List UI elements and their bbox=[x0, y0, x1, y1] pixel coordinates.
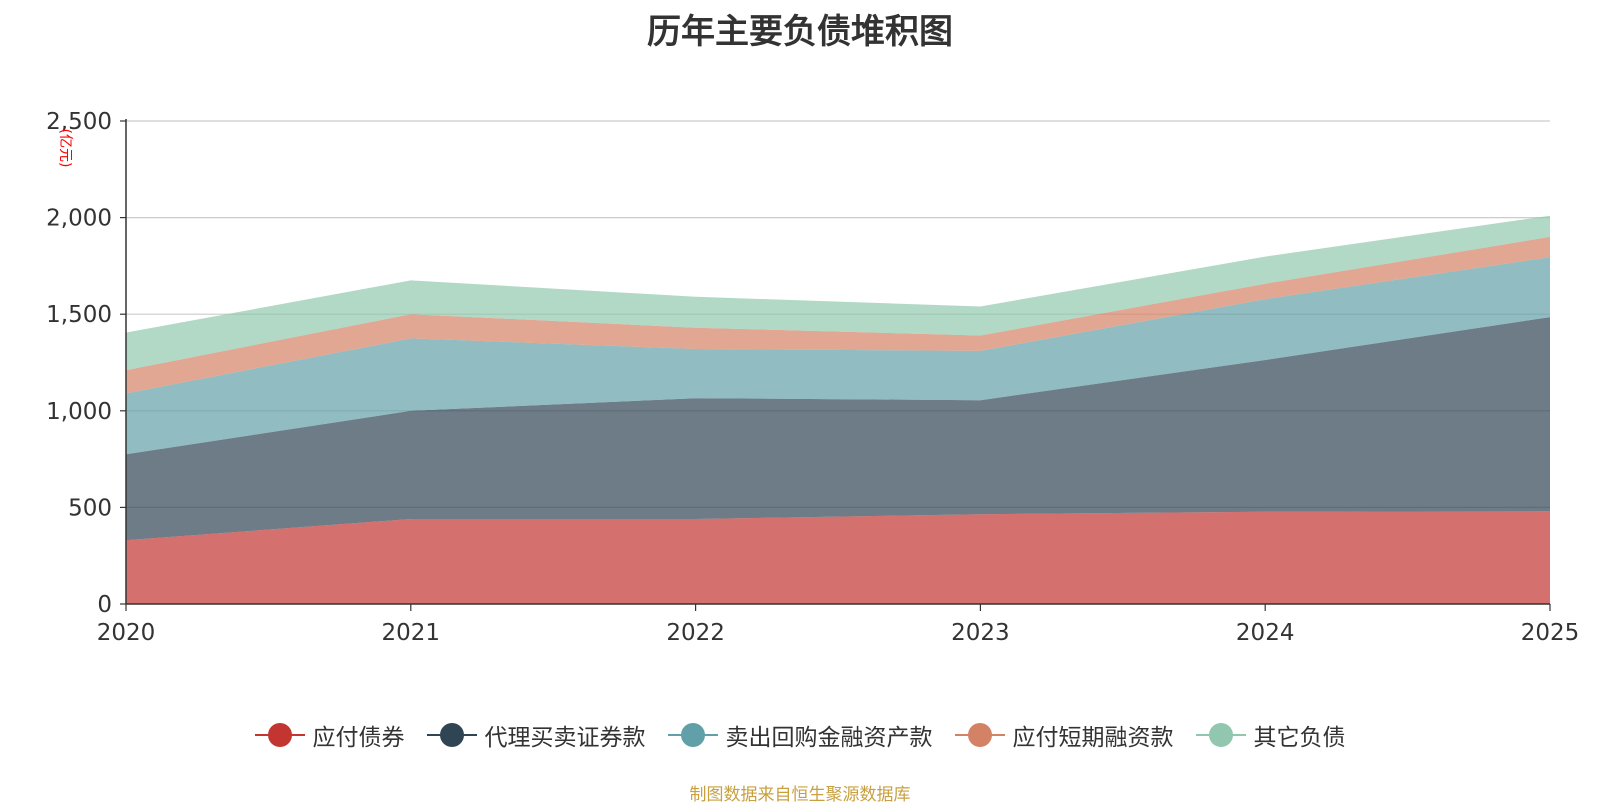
legend-label: 其它负债 bbox=[1253, 725, 1346, 751]
area-series-其它负债 bbox=[126, 215, 1550, 371]
legend-item[interactable]: 应付债券 bbox=[254, 718, 405, 752]
x-tick-label: 2024 bbox=[1236, 620, 1295, 646]
x-tick-label: 2023 bbox=[951, 620, 1010, 646]
legend-marker-icon bbox=[667, 722, 718, 748]
data-source-note: 制图数据来自恒生聚源数据库 bbox=[689, 785, 911, 805]
legend-item[interactable]: 应付短期融资款 bbox=[954, 718, 1174, 752]
x-tick-label: 2025 bbox=[1521, 620, 1580, 646]
legend-marker-icon bbox=[954, 722, 1005, 748]
x-tick-label: 2020 bbox=[97, 620, 156, 646]
legend: 应付债券 代理买卖证券款 卖出回购金融资产款 应付短期融资款 其它负债 bbox=[0, 718, 1600, 752]
y-tick-label: 1,500 bbox=[46, 302, 112, 328]
area-series-代理买卖证券款 bbox=[126, 317, 1550, 541]
x-tick-label: 2021 bbox=[382, 620, 441, 646]
x-tick-label: 2022 bbox=[666, 620, 725, 646]
y-tick-label: 2,000 bbox=[46, 206, 112, 232]
y-tick-label: 500 bbox=[68, 495, 112, 521]
chart-title: 历年主要负债堆积图 bbox=[647, 12, 953, 52]
legend-label: 应付短期融资款 bbox=[1012, 725, 1174, 751]
legend-item[interactable]: 其它负债 bbox=[1195, 718, 1346, 752]
area-series bbox=[126, 215, 1550, 604]
legend-item[interactable]: 卖出回购金融资产款 bbox=[667, 718, 933, 752]
y-tick-label: 1,000 bbox=[46, 399, 112, 425]
legend-marker-icon bbox=[1195, 722, 1246, 748]
legend-item[interactable]: 代理买卖证券款 bbox=[426, 718, 646, 752]
legend-label: 卖出回购金融资产款 bbox=[725, 725, 933, 751]
legend-marker-icon bbox=[426, 722, 477, 748]
area-series-应付短期融资款 bbox=[126, 236, 1550, 394]
legend-label: 应付债券 bbox=[312, 725, 405, 751]
area-series-卖出回购金融资产款 bbox=[126, 257, 1550, 455]
y-unit-label: (亿元) bbox=[57, 129, 73, 168]
area-series-应付债券 bbox=[126, 511, 1550, 604]
y-tick-label: 2,500 bbox=[46, 109, 112, 135]
legend-marker-icon bbox=[254, 722, 305, 748]
y-tick-label: 0 bbox=[97, 592, 112, 618]
legend-label: 代理买卖证券款 bbox=[484, 725, 646, 751]
axes: 0 500 1,000 1,500 2,000 2,500 2020 2021 2022 2023… bbox=[46, 109, 1579, 646]
